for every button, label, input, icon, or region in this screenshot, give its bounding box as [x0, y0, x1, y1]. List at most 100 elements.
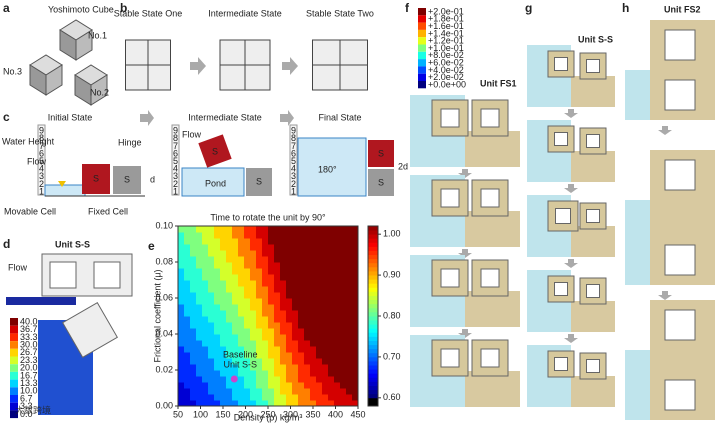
contour-cell	[196, 388, 203, 395]
contour-cell	[208, 250, 215, 257]
contour-cell	[268, 352, 275, 359]
contour-cell	[220, 268, 227, 275]
contour-cell	[226, 238, 233, 245]
contour-cell	[346, 256, 353, 263]
arrow	[458, 329, 472, 338]
cell-letter: S	[378, 148, 384, 158]
ruler-number: 7	[173, 141, 178, 151]
contour-cell	[268, 280, 275, 287]
contour-cell	[214, 298, 221, 305]
contour-cell	[214, 256, 221, 263]
legend-swatch	[418, 15, 426, 23]
contour-cell	[352, 226, 359, 233]
contour-cell	[340, 268, 347, 275]
title: Yoshimoto Cube	[48, 4, 114, 14]
contour-cell	[310, 250, 317, 257]
contour-cell	[304, 310, 311, 317]
panel-letter: a	[3, 1, 10, 15]
contour-cell	[334, 262, 341, 269]
contour-cell	[178, 238, 185, 245]
contour-cell	[190, 292, 197, 299]
mesh	[61, 301, 119, 359]
contour-cell	[298, 262, 305, 269]
contour-cell	[352, 322, 359, 329]
contour-cell	[286, 358, 293, 365]
contour-cell	[268, 292, 275, 299]
cell-letter: S	[378, 177, 384, 187]
ruler-number: 5	[173, 156, 178, 166]
contour-cell	[178, 298, 185, 305]
contour-cell	[208, 268, 215, 275]
contour-cell	[304, 346, 311, 353]
ruler-number: 7	[291, 141, 296, 151]
contour-cell	[262, 376, 269, 383]
contour-cell	[262, 304, 269, 311]
contour-cell	[178, 232, 185, 239]
contour-cell	[208, 286, 215, 293]
panel-letter: g	[525, 1, 532, 15]
contour-cell	[238, 328, 245, 335]
contour-cell	[322, 232, 329, 239]
contour-cell	[280, 400, 287, 407]
contour-cell	[244, 298, 251, 305]
label: Fixed Cell	[88, 206, 128, 216]
contour-cell	[232, 238, 239, 245]
colorbar-swatch	[368, 344, 378, 350]
contour-cell	[220, 304, 227, 311]
contour-cell	[214, 328, 221, 335]
contour-cell	[262, 226, 269, 233]
contour-cell	[352, 346, 359, 353]
contour-cell	[334, 280, 341, 287]
contour-cell	[316, 358, 323, 365]
contour-cell	[202, 280, 209, 287]
cube	[75, 29, 93, 61]
x-tick-label: 400	[328, 409, 343, 419]
contour-cell	[202, 268, 209, 275]
contour-cell	[280, 394, 287, 401]
contour-cell	[178, 358, 185, 365]
contour-cell	[202, 322, 209, 329]
contour-cell	[310, 292, 317, 299]
contour-cell	[286, 244, 293, 251]
colorbar-swatch	[368, 361, 378, 366]
y-tick-label: 0.00	[155, 400, 173, 410]
colorbar-swatch	[368, 336, 378, 341]
contour-cell	[214, 244, 221, 251]
contour-cell	[208, 280, 215, 287]
colorbar-label: 0.70	[383, 351, 401, 361]
contour-cell	[334, 226, 341, 233]
contour-cell	[256, 298, 263, 305]
contour-cell	[196, 286, 203, 293]
cell-letter: S	[93, 173, 99, 183]
x-tick-label: 150	[215, 409, 230, 419]
contour-cell	[178, 316, 185, 323]
contour-cell	[316, 262, 323, 269]
contour-cell	[304, 280, 311, 287]
contour-cell	[220, 256, 227, 263]
contour-cell	[190, 334, 197, 341]
contour-cell	[256, 382, 263, 389]
contour-cell	[298, 316, 305, 323]
contour-cell	[214, 334, 221, 341]
contour-cell	[184, 226, 191, 233]
contour-cell	[208, 274, 215, 281]
contour-cell	[328, 346, 335, 353]
ruler-number: 3	[291, 171, 296, 181]
contour-cell	[232, 382, 239, 389]
contour-cell	[202, 346, 209, 353]
contour-cell	[322, 298, 329, 305]
contour-cell	[334, 340, 341, 347]
contour-cell	[196, 370, 203, 377]
contour-cell	[220, 238, 227, 245]
ruler-number: 2	[291, 179, 296, 189]
contour-cell	[238, 226, 245, 233]
contour-cell	[232, 352, 239, 359]
contour-cell	[310, 256, 317, 263]
colorbar-label: 0.90	[383, 269, 401, 279]
colorbar-swatch	[368, 262, 378, 268]
ruler	[289, 124, 298, 196]
contour-cell	[280, 334, 287, 341]
contour-cell	[214, 370, 221, 377]
colorbar-label: 16.7	[20, 370, 38, 380]
contour-cell	[184, 400, 191, 407]
